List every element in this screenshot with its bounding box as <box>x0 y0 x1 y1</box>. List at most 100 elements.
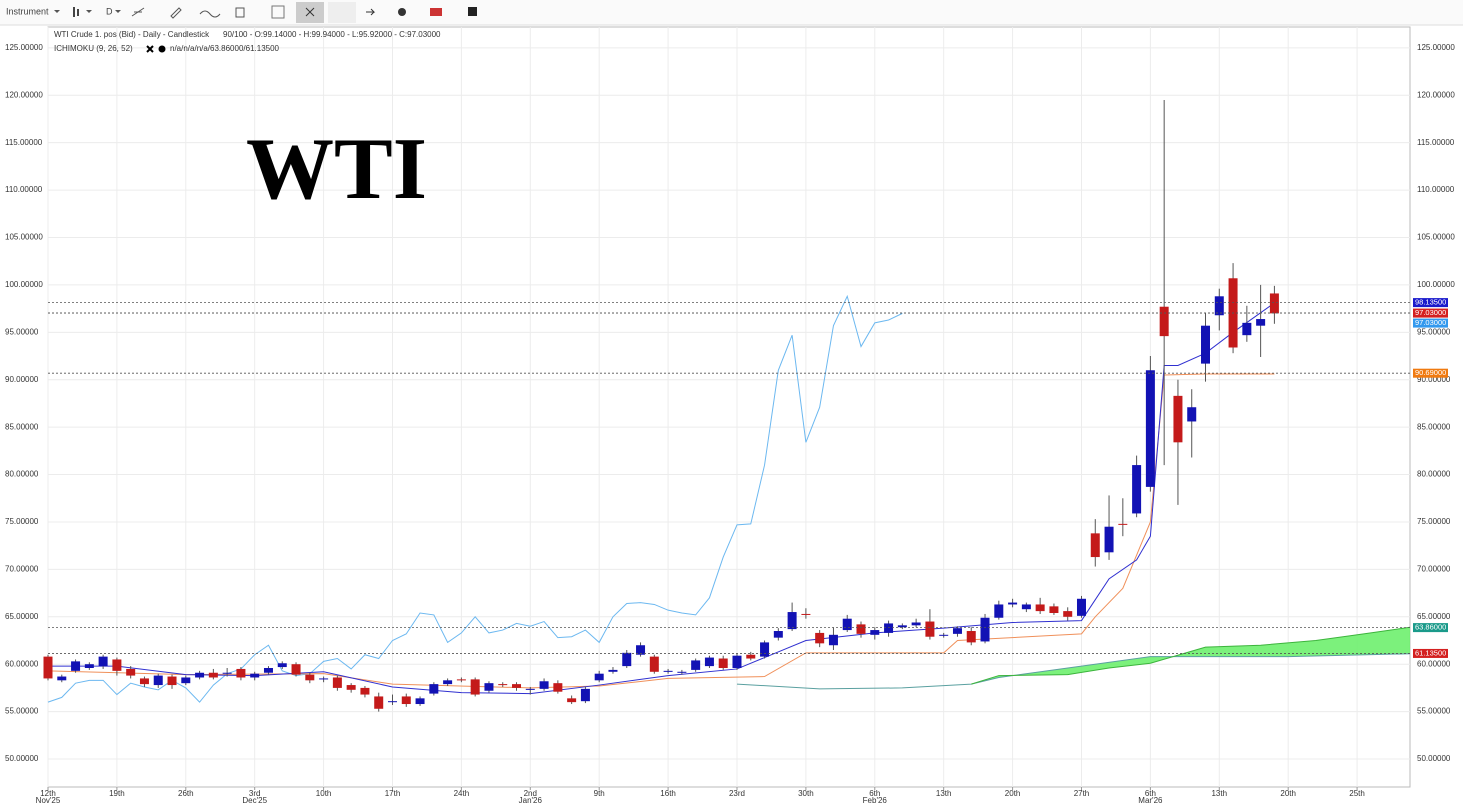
y-tick-label-right: 60.00000 <box>1417 659 1451 668</box>
x-tick-label: 10th <box>316 789 332 798</box>
x-tick-label: 13th <box>1211 789 1227 798</box>
x-tick-label: 20th <box>1280 789 1296 798</box>
candle-body <box>360 687 370 695</box>
candle-body <box>773 631 783 638</box>
y-tick-label: 90.00000 <box>5 375 39 384</box>
x-tick-label: 26th <box>178 789 194 798</box>
delete-tool[interactable] <box>235 7 245 18</box>
candle-body <box>222 672 232 674</box>
candle-body <box>815 632 825 644</box>
layout-tool[interactable] <box>271 5 285 19</box>
candle-body <box>980 617 990 642</box>
candle-body <box>484 683 494 691</box>
y-tick-label: 100.00000 <box>5 280 43 289</box>
x-tick-label: 2nd <box>524 789 537 798</box>
candle-body <box>994 604 1004 618</box>
candle-body <box>1159 306 1169 337</box>
language-flag[interactable] <box>430 8 442 16</box>
price-tag-label: 97.03000 <box>1415 308 1446 317</box>
remove-icon[interactable] <box>146 45 154 53</box>
instrument-menu[interactable]: Instrument <box>6 6 49 16</box>
y-tick-label: 120.00000 <box>5 90 43 99</box>
toolbar <box>0 0 1463 25</box>
x-tick-label: 30th <box>798 789 814 798</box>
chikou-line <box>47 294 903 703</box>
candle-body <box>594 673 604 681</box>
candle-body <box>911 622 921 626</box>
y-tick-label-right: 100.00000 <box>1417 280 1455 289</box>
volume-button[interactable] <box>328 2 356 23</box>
period-menu[interactable]: D <box>106 6 113 16</box>
draw-tool[interactable] <box>170 7 182 19</box>
y-tick-label: 110.00000 <box>5 185 43 194</box>
settings-icon[interactable] <box>158 45 166 53</box>
candle-body <box>112 659 122 671</box>
tenkan-line <box>48 302 1275 695</box>
y-tick-label: 70.00000 <box>5 564 39 573</box>
y-tick-label: 105.00000 <box>5 233 43 242</box>
candle-body <box>277 663 287 668</box>
candle-body <box>925 621 935 637</box>
x-tick-label: 19th <box>109 789 125 798</box>
line-tool[interactable] <box>131 7 145 17</box>
y-tick-label: 60.00000 <box>5 659 39 668</box>
candle-body <box>553 683 563 692</box>
dropdown-arrow <box>115 10 121 13</box>
candle-body <box>897 625 907 628</box>
candle-body <box>746 654 756 659</box>
candle-body <box>663 670 673 672</box>
candle-body <box>415 698 425 705</box>
y-tick-label: 95.00000 <box>5 327 39 336</box>
candle-body <box>1214 296 1224 316</box>
candle-body <box>1021 604 1031 610</box>
candle-icon[interactable] <box>73 7 75 17</box>
wave-tool[interactable] <box>199 10 221 18</box>
settings-tool[interactable] <box>398 8 406 16</box>
candle-body <box>153 675 163 686</box>
x-tick-month: Mar'26 <box>1138 796 1163 805</box>
kijun-line <box>47 373 1275 689</box>
window-tool[interactable] <box>468 7 477 16</box>
candle-body <box>1256 319 1266 326</box>
candle-body <box>1118 523 1128 525</box>
y-tick-label-right: 75.00000 <box>1417 517 1451 526</box>
x-tick-month: Dec'25 <box>242 796 267 805</box>
candle-body <box>236 668 246 678</box>
y-tick-label-right: 95.00000 <box>1417 327 1451 336</box>
price-tag-label: 90.69000 <box>1415 368 1446 377</box>
y-tick-label-right: 105.00000 <box>1417 233 1455 242</box>
candle-body <box>801 613 811 615</box>
candle-body <box>622 652 632 667</box>
legend-line: 90/100 - O:99.14000 - H:99.94000 - L:95.… <box>223 30 441 39</box>
candle-body <box>1008 602 1018 605</box>
x-tick-label: 25th <box>1349 789 1365 798</box>
candle-body <box>1201 325 1211 364</box>
arrow-tool[interactable] <box>366 8 376 16</box>
candle-body <box>429 684 439 694</box>
y-tick-label: 125.00000 <box>5 43 43 52</box>
candle-body <box>470 679 480 695</box>
price-tag-label: 97.03000 <box>1415 318 1446 327</box>
y-tick-label-right: 55.00000 <box>1417 707 1451 716</box>
span_b-line <box>736 653 1411 690</box>
candle-body <box>1242 322 1252 336</box>
y-tick-label: 115.00000 <box>5 138 43 147</box>
x-tick-label: 6th <box>869 789 880 798</box>
candle-body <box>828 634 838 646</box>
span_a-line <box>971 626 1411 685</box>
x-tick-label: 24th <box>454 789 470 798</box>
candle-body <box>691 660 701 670</box>
x-tick-label: 3rd <box>249 789 261 798</box>
x-tick-label: 16th <box>660 789 676 798</box>
candle-body <box>842 618 852 631</box>
x-tick-label: 20th <box>1005 789 1021 798</box>
price-tag <box>1413 368 1448 378</box>
price-tag <box>1413 308 1448 318</box>
candle-body <box>704 657 714 667</box>
price-tag <box>1413 318 1448 328</box>
candle-body <box>608 669 618 672</box>
candle-body <box>195 672 205 678</box>
candle-body <box>387 701 397 703</box>
